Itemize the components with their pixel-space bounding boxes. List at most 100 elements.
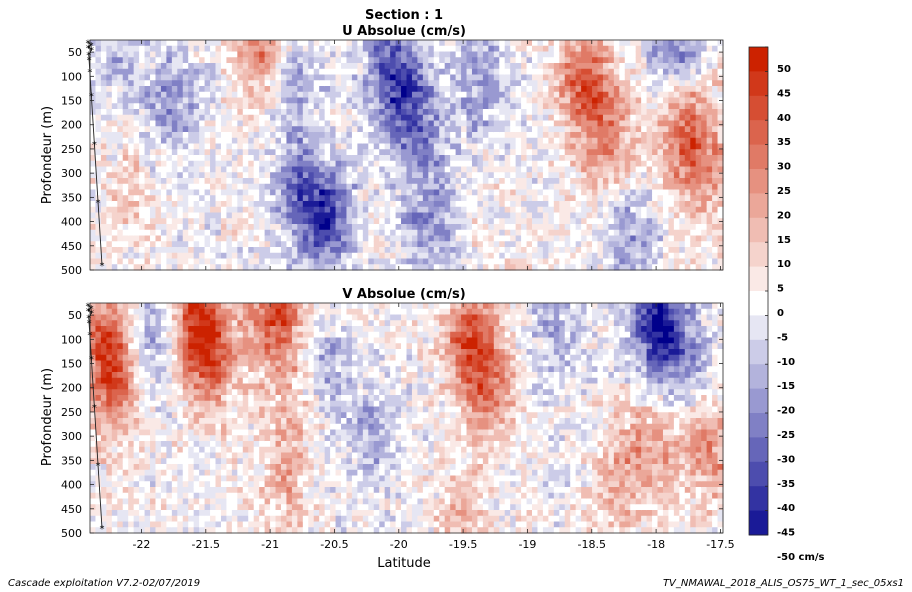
heatmap-cell — [597, 258, 604, 265]
heatmap-cell — [308, 109, 315, 116]
heatmap-cell — [564, 172, 571, 179]
heatmap-cell — [362, 178, 369, 185]
heatmap-cell — [313, 258, 320, 265]
heatmap-cell — [373, 264, 380, 271]
heatmap-cell — [548, 63, 555, 70]
heatmap-cell — [471, 40, 479, 47]
heatmap-cell — [586, 155, 593, 162]
heatmap-cell — [510, 120, 517, 127]
heatmap-cell — [95, 366, 102, 373]
heatmap-cell — [575, 40, 582, 47]
heatmap-cell — [139, 126, 146, 133]
heatmap-cell — [362, 74, 369, 81]
heatmap-cell — [253, 120, 260, 127]
heatmap-cell — [297, 109, 304, 116]
heatmap-cell — [712, 149, 719, 156]
heatmap-cell — [270, 103, 277, 110]
heatmap-cell — [106, 395, 113, 402]
heatmap-cell — [553, 241, 560, 248]
heatmap-cell — [379, 178, 386, 185]
heatmap-cell — [106, 400, 113, 408]
heatmap-cell — [193, 103, 200, 110]
heatmap-cell — [657, 252, 664, 260]
heatmap-cell — [215, 195, 222, 202]
heatmap-cell — [324, 201, 331, 208]
heatmap-cell — [488, 143, 495, 150]
heatmap-cell — [592, 166, 599, 173]
heatmap-cell — [548, 206, 555, 214]
heatmap-cell — [390, 57, 397, 64]
heatmap-cell — [646, 166, 653, 173]
heatmap-cell — [706, 155, 713, 162]
heatmap-cell — [117, 235, 124, 242]
heatmap-cell — [122, 469, 129, 477]
heatmap-cell — [455, 172, 462, 179]
heatmap-cell — [542, 126, 549, 133]
heatmap-cell — [210, 40, 217, 47]
heatmap-cell — [526, 235, 533, 242]
heatmap-cell — [319, 247, 326, 254]
heatmap-cell — [237, 149, 244, 156]
heatmap-cell — [362, 229, 369, 237]
heatmap-cell — [701, 172, 708, 179]
heatmap-cell — [673, 126, 680, 133]
heatmap-cell — [395, 63, 402, 70]
heatmap-cell — [471, 206, 479, 214]
heatmap-cell — [406, 206, 413, 214]
heatmap-cell — [155, 74, 162, 81]
heatmap-cell — [253, 86, 260, 93]
heatmap-cell — [390, 160, 397, 168]
heatmap-cell — [111, 527, 118, 534]
heatmap-cell — [488, 132, 495, 139]
heatmap-cell — [433, 166, 440, 173]
heatmap-cell — [597, 103, 604, 110]
heatmap-cell — [690, 63, 697, 70]
heatmap-cell — [406, 68, 413, 76]
heatmap-cell — [477, 143, 484, 150]
heatmap-cell — [210, 264, 217, 271]
heatmap-cell — [144, 40, 151, 47]
heatmap-cell — [117, 412, 124, 419]
heatmap-cell — [717, 114, 724, 122]
heatmap-cell — [90, 441, 97, 448]
heatmap-cell — [100, 189, 107, 196]
heatmap-cell — [302, 218, 309, 225]
heatmap-cell — [532, 143, 539, 150]
heatmap-cell — [90, 149, 97, 156]
heatmap-cell — [488, 97, 495, 104]
heatmap-cell — [395, 224, 402, 231]
heatmap-cell — [111, 320, 118, 327]
heatmap-cell — [242, 212, 249, 219]
heatmap-cell — [624, 40, 631, 47]
heatmap-cell — [368, 229, 375, 237]
heatmap-cell — [679, 224, 686, 231]
heatmap-cell — [515, 183, 522, 191]
heatmap-cell — [368, 201, 375, 208]
heatmap-cell — [641, 74, 648, 81]
heatmap-cell — [504, 218, 511, 225]
heatmap-cell — [428, 57, 435, 64]
heatmap-cell — [646, 68, 653, 76]
heatmap-cell — [608, 132, 615, 139]
heatmap-cell — [450, 143, 457, 150]
heatmap-cell — [90, 366, 97, 373]
heatmap-cell — [652, 143, 659, 150]
heatmap-cell — [106, 80, 113, 87]
heatmap-cell — [684, 63, 691, 70]
heatmap-cell — [657, 103, 664, 110]
heatmap-cell — [341, 45, 348, 53]
heatmap-cell — [444, 40, 451, 47]
heatmap-cell — [526, 97, 533, 104]
heatmap-cell — [679, 241, 686, 248]
heatmap-cell — [406, 183, 413, 191]
heatmap-cell — [297, 201, 304, 208]
heatmap-cell — [559, 137, 566, 145]
heatmap-cell — [613, 91, 620, 99]
heatmap-cell — [455, 166, 462, 173]
heatmap-cell — [335, 252, 342, 260]
heatmap-cell — [291, 224, 298, 231]
heatmap-cell — [351, 68, 358, 76]
heatmap-cell — [553, 143, 560, 150]
heatmap-cell — [106, 258, 113, 265]
heatmap-cell — [455, 178, 462, 185]
